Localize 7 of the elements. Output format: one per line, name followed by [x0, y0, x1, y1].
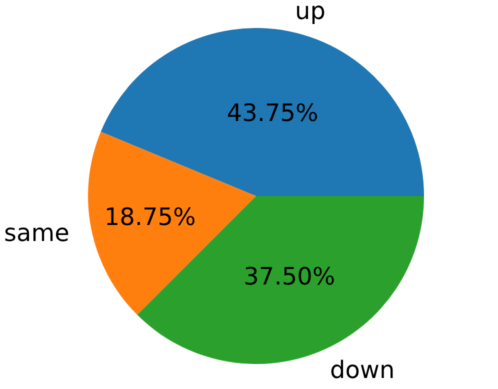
data-label: 43.75%	[226, 98, 318, 127]
slice-label: up	[295, 0, 326, 25]
slice-label: same	[4, 219, 70, 247]
slice-label: down	[330, 356, 395, 384]
data-label: 37.50%	[244, 262, 336, 291]
pie-slice	[100, 28, 424, 196]
data-label: 18.75%	[104, 203, 196, 232]
